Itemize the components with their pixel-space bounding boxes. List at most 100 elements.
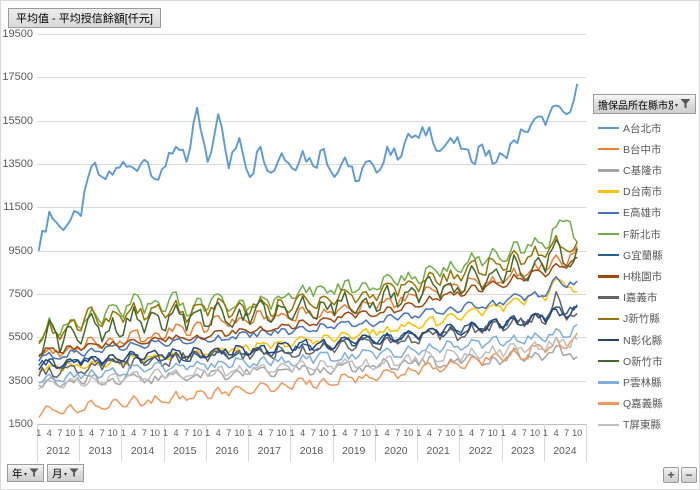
x-axis-year-label: 2016 <box>215 445 239 457</box>
x-axis-month-label: 4 <box>257 428 263 438</box>
legend-swatch <box>598 232 619 236</box>
x-axis-month-label: 10 <box>572 428 583 438</box>
x-axis-year-label: 2018 <box>299 445 324 457</box>
x-axis-year-label: 2024 <box>553 445 577 457</box>
month-field-button[interactable]: 月 ▾ <box>47 464 84 482</box>
legend-swatch <box>598 169 619 172</box>
axis-separator <box>501 424 503 462</box>
filter-icon <box>680 99 691 109</box>
legend-label: N彰化縣 <box>623 334 663 347</box>
x-axis-month-label: 4 <box>300 428 306 438</box>
legend-item: B台中市 <box>598 142 662 156</box>
legend-swatch <box>598 211 619 215</box>
y-axis-label: 9500 <box>8 244 33 257</box>
axis-separator <box>121 424 123 462</box>
axis-separator <box>163 424 165 462</box>
axis-separator <box>586 424 587 462</box>
axis-separator <box>37 424 38 462</box>
x-axis-month-label: 1 <box>331 428 337 438</box>
x-axis-month-label: 4 <box>426 428 432 438</box>
y-axis-label: 11500 <box>3 201 33 214</box>
y-axis-label: 15500 <box>2 114 33 127</box>
x-axis-month-label: 7 <box>57 428 63 438</box>
axis-separator <box>248 424 250 462</box>
x-axis-month-label: 7 <box>521 428 527 438</box>
x-axis-month-label: 1 <box>543 428 549 438</box>
legend-label: O新竹市 <box>623 355 663 368</box>
series-line-A台北市 <box>37 83 579 251</box>
x-axis-month-label: 4 <box>342 428 348 438</box>
x-axis-month-label: 7 <box>310 428 316 438</box>
gridline <box>37 294 586 295</box>
legend-item: O新竹市 <box>598 354 663 368</box>
x-axis-month-label: 4 <box>469 428 475 438</box>
y-axis-label: 7500 <box>8 288 33 300</box>
x-axis-month-label: 1 <box>247 428 253 438</box>
legend-label: P雲林縣 <box>623 376 662 389</box>
x-axis-month-label: 4 <box>46 428 52 438</box>
legend-item: D台南市 <box>598 185 662 199</box>
axis-separator <box>543 424 545 462</box>
x-axis-month-label: 10 <box>403 428 414 438</box>
legend-swatch <box>598 338 619 342</box>
x-axis-month-label: 4 <box>131 428 137 438</box>
legend-swatch <box>598 296 619 299</box>
legend-label: B台中市 <box>623 143 662 156</box>
legend-item: I嘉義市 <box>598 291 657 305</box>
legend-filter-button[interactable]: 擔保品所在縣市別 ▾ <box>593 94 696 114</box>
dropdown-caret-icon: ▾ <box>674 103 678 109</box>
legend-label: E高雄市 <box>623 207 662 220</box>
x-axis-month-label: 7 <box>268 428 274 438</box>
filter-icon <box>29 468 39 478</box>
legend-swatch <box>598 423 619 427</box>
legend-swatch <box>598 359 619 363</box>
legend-label: C基隆市 <box>623 164 663 177</box>
x-axis-year-label: 2014 <box>130 445 155 457</box>
y-axis-label: 17500 <box>2 71 33 84</box>
axis-separator <box>290 424 292 462</box>
y-axis-label: 13500 <box>2 158 33 170</box>
collapse-detail-button[interactable]: − <box>681 467 697 483</box>
x-axis-month-label: 1 <box>374 428 380 438</box>
value-field-button[interactable]: 平均值 - 平均授信餘額[仟元] <box>8 8 161 28</box>
x-axis-month-label: 7 <box>437 428 443 438</box>
x-axis-year-label: 2017 <box>257 445 281 457</box>
series-line-H桃園市 <box>38 256 578 356</box>
x-axis-year-label: 2015 <box>173 445 197 457</box>
expand-detail-button[interactable]: + <box>663 467 679 483</box>
x-axis-month-label: 10 <box>318 428 329 438</box>
x-axis-month-label: 1 <box>36 428 42 438</box>
axis-separator <box>332 424 334 462</box>
legend-swatch <box>598 381 619 384</box>
legend-item: J新竹縣 <box>598 312 660 326</box>
x-axis-year-label: 2020 <box>384 445 408 457</box>
filter-icon <box>69 468 79 478</box>
legend-label: F新北市 <box>623 228 661 241</box>
x-axis-year-label: 2022 <box>468 445 493 457</box>
legend-item: G宜蘭縣 <box>598 248 663 262</box>
legend-filter-label: 擔保品所在縣市別 <box>598 100 673 112</box>
gridline <box>37 380 586 382</box>
legend-swatch <box>598 275 619 278</box>
gridline <box>37 34 586 35</box>
x-axis-line <box>37 424 586 425</box>
year-field-button[interactable]: 年 ▾ <box>7 464 44 482</box>
legend-swatch <box>598 253 619 257</box>
x-axis-month-label: 4 <box>215 428 221 438</box>
legend-item: Q嘉義縣 <box>598 397 663 411</box>
legend-label: I嘉義市 <box>623 292 658 305</box>
x-axis-month-label: 10 <box>107 428 118 438</box>
legend-label: D台南市 <box>623 186 663 199</box>
legend-label: Q嘉義縣 <box>623 398 663 411</box>
x-axis-month-label: 1 <box>416 428 422 438</box>
x-axis-month-label: 10 <box>149 428 160 438</box>
series-line-B台中市 <box>38 245 578 362</box>
x-axis-month-label: 10 <box>445 428 456 438</box>
x-axis-month-label: 1 <box>289 428 295 438</box>
gridline <box>37 77 586 79</box>
x-axis-month-label: 10 <box>65 428 76 438</box>
series-line-F新北市 <box>38 219 578 343</box>
legend-item: A台北市 <box>598 121 662 135</box>
series-line-E高雄市 <box>38 275 578 362</box>
legend-item: E高雄市 <box>598 206 662 220</box>
